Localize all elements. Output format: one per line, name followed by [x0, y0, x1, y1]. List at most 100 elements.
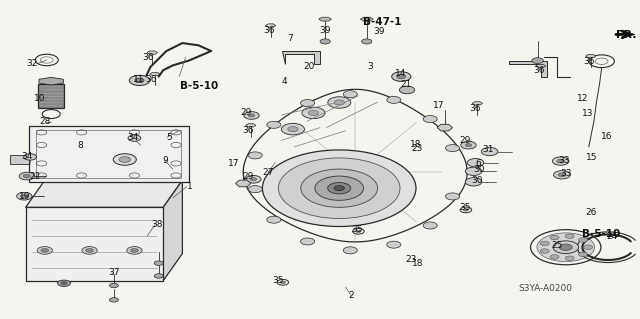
Circle shape — [461, 141, 476, 149]
Circle shape — [423, 222, 437, 229]
Circle shape — [246, 175, 261, 183]
Circle shape — [267, 121, 281, 128]
Text: 13: 13 — [582, 109, 593, 118]
Circle shape — [248, 152, 262, 159]
Polygon shape — [509, 61, 547, 77]
Text: 34: 34 — [127, 133, 138, 142]
Circle shape — [129, 75, 150, 85]
Polygon shape — [163, 180, 182, 281]
Circle shape — [540, 241, 549, 246]
Circle shape — [465, 144, 472, 147]
Text: 24: 24 — [607, 232, 618, 241]
Bar — [29, 126, 189, 182]
Circle shape — [445, 193, 460, 200]
Circle shape — [282, 123, 305, 135]
Text: 39: 39 — [319, 26, 331, 35]
Text: 18: 18 — [412, 259, 424, 268]
Circle shape — [127, 247, 142, 254]
Polygon shape — [26, 180, 182, 207]
Circle shape — [343, 247, 357, 254]
Text: 36: 36 — [533, 66, 545, 75]
Text: 20: 20 — [303, 63, 315, 71]
Circle shape — [154, 261, 163, 265]
Circle shape — [552, 157, 569, 165]
Text: 28: 28 — [39, 117, 51, 126]
Circle shape — [61, 282, 67, 285]
Circle shape — [288, 127, 298, 132]
Circle shape — [362, 39, 372, 44]
Text: 6: 6 — [476, 159, 481, 168]
Circle shape — [109, 283, 118, 288]
Bar — [36, 130, 181, 178]
Text: 23: 23 — [411, 144, 422, 153]
Text: 36: 36 — [145, 75, 157, 84]
Text: 29: 29 — [241, 108, 252, 117]
Circle shape — [308, 110, 319, 115]
Polygon shape — [437, 124, 452, 131]
Circle shape — [343, 91, 357, 98]
Text: 35: 35 — [459, 204, 470, 212]
Circle shape — [119, 157, 131, 162]
Circle shape — [262, 150, 416, 226]
Circle shape — [397, 74, 406, 79]
Circle shape — [315, 176, 364, 200]
Polygon shape — [319, 17, 332, 21]
Circle shape — [550, 255, 559, 259]
Text: 8: 8 — [77, 141, 83, 150]
Text: 10: 10 — [34, 94, 45, 103]
Circle shape — [280, 281, 285, 284]
Text: 14: 14 — [395, 69, 406, 78]
Circle shape — [463, 209, 468, 211]
Text: 38: 38 — [151, 220, 163, 229]
Polygon shape — [536, 64, 546, 68]
Polygon shape — [26, 207, 163, 281]
Circle shape — [109, 298, 118, 302]
Circle shape — [423, 115, 437, 122]
Circle shape — [37, 247, 52, 254]
Text: 2: 2 — [348, 291, 353, 300]
Polygon shape — [147, 51, 157, 54]
Circle shape — [559, 244, 572, 250]
Text: 30: 30 — [471, 176, 483, 185]
Circle shape — [320, 39, 330, 44]
Circle shape — [392, 72, 411, 81]
Polygon shape — [266, 24, 276, 27]
Circle shape — [481, 147, 498, 156]
Text: 1: 1 — [187, 182, 192, 191]
Circle shape — [465, 167, 482, 175]
Circle shape — [579, 238, 588, 242]
Circle shape — [58, 280, 70, 286]
Circle shape — [154, 274, 163, 278]
Circle shape — [23, 174, 31, 178]
Text: B-5-10: B-5-10 — [180, 81, 218, 91]
Text: 17: 17 — [228, 159, 239, 168]
Text: 33: 33 — [559, 156, 570, 165]
Text: 34: 34 — [21, 152, 33, 161]
Circle shape — [558, 173, 566, 177]
Text: 16: 16 — [601, 132, 612, 141]
Circle shape — [19, 172, 35, 180]
Text: 18: 18 — [410, 140, 422, 149]
Text: 35: 35 — [351, 225, 363, 234]
Circle shape — [86, 249, 93, 252]
Circle shape — [301, 169, 378, 207]
Text: FR.: FR. — [616, 30, 637, 40]
Bar — [10, 155, 29, 164]
Circle shape — [278, 158, 400, 219]
Text: 35: 35 — [273, 276, 284, 285]
Circle shape — [20, 194, 28, 198]
Circle shape — [267, 216, 281, 223]
Polygon shape — [150, 72, 160, 76]
Text: 36: 36 — [583, 57, 595, 66]
Text: 27: 27 — [262, 168, 274, 177]
Circle shape — [128, 135, 141, 141]
Text: 12: 12 — [577, 94, 588, 103]
Text: 22: 22 — [29, 172, 41, 181]
Circle shape — [356, 230, 361, 233]
Circle shape — [387, 241, 401, 248]
Text: 37: 37 — [108, 268, 120, 277]
Polygon shape — [586, 55, 596, 58]
Circle shape — [82, 247, 97, 254]
Circle shape — [579, 252, 588, 256]
Circle shape — [328, 97, 351, 108]
